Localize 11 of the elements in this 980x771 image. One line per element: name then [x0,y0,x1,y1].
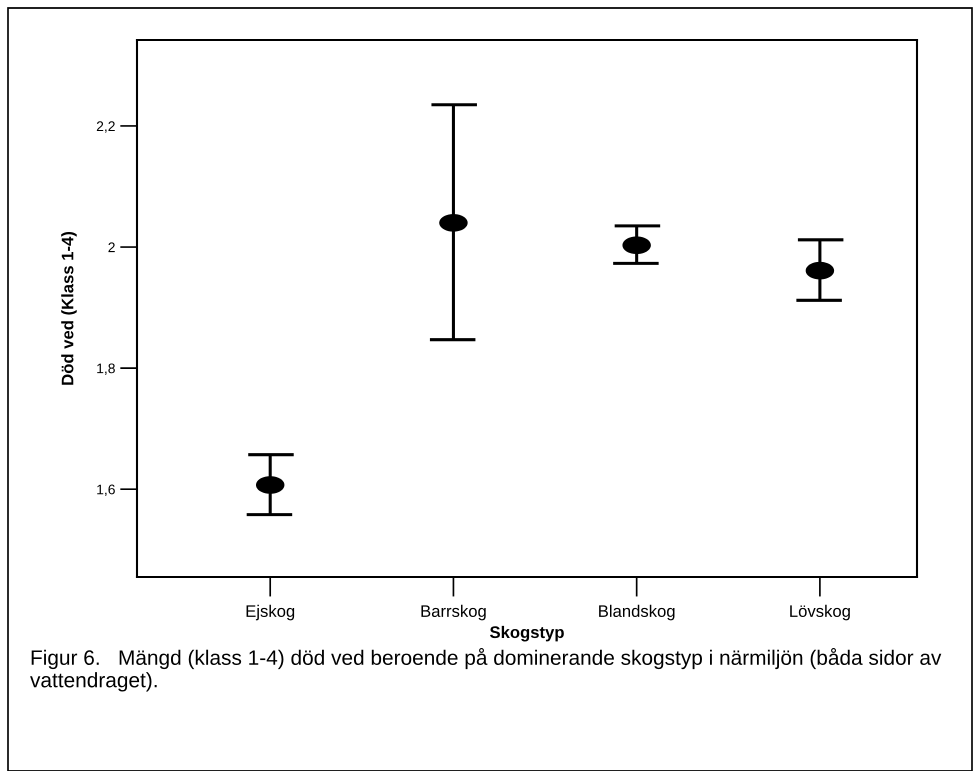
y-tick-label: 2 [108,242,115,252]
y-tick-label: 1,6 [97,484,115,496]
x-tick-label: Ejskog [246,604,294,620]
y-tick-label: 1,8 [97,363,115,375]
y-tick-label: 2,2 [96,121,115,133]
y-axis-title: Död ved (Klass 1-4) [61,232,77,385]
x-tick-label: Blandskog [599,604,675,620]
x-tick-label: Barrskog [421,604,486,620]
x-axis-title: Skogstyp [490,626,564,642]
x-tick-label: Lövskog [790,604,850,620]
text: Figur 6. Mängd (klass 1-4) död ved beroende på dominerande skogstyp i närmiljön (båda sidor av vattendraget). [30,648,942,692]
